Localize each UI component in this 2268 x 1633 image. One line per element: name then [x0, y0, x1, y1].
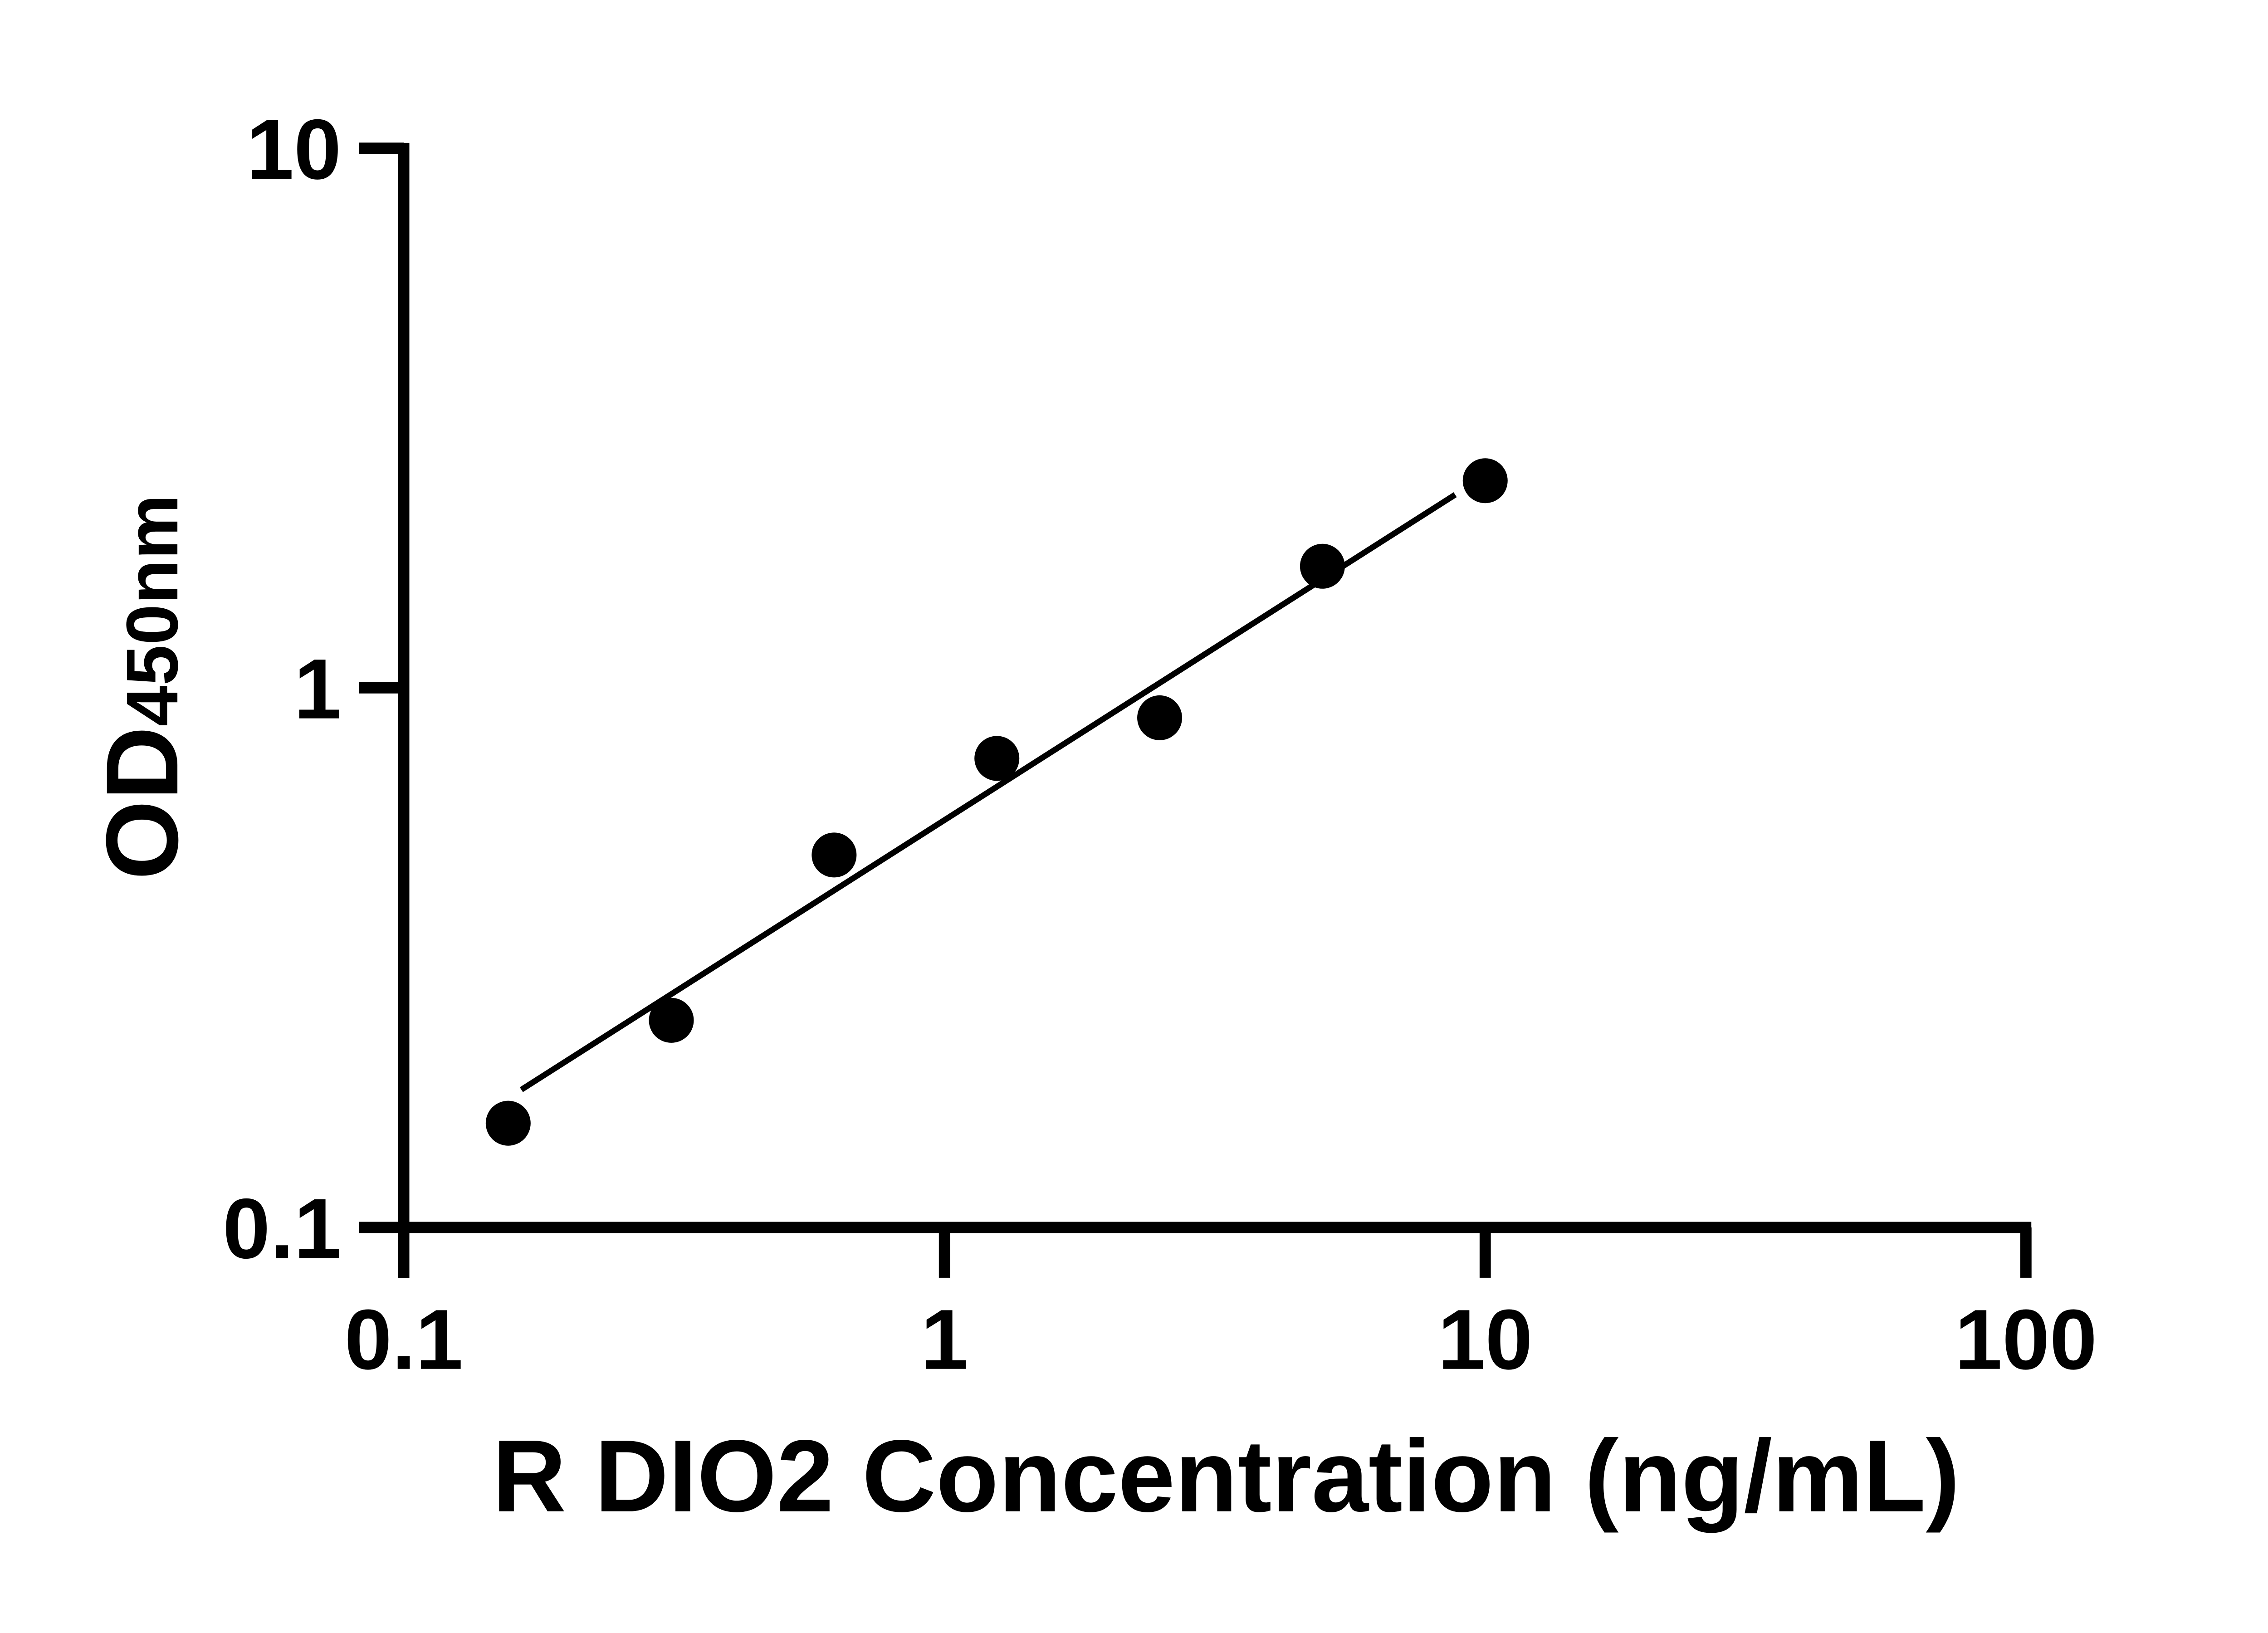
- data-point: [1462, 458, 1508, 504]
- y-axis-title-main: OD: [85, 726, 199, 880]
- y-axis-title: OD450nm: [85, 494, 199, 880]
- trend-line: [519, 492, 1457, 1092]
- x-axis-ticks: 0.1 1 10 100: [344, 1227, 2097, 1387]
- x-tick-label: 1: [921, 1292, 968, 1387]
- data-point: [811, 832, 857, 878]
- data-point: [1137, 695, 1183, 740]
- y-tick-label: 0.1: [223, 1181, 341, 1276]
- x-tick-label: 100: [1955, 1292, 2097, 1387]
- x-axis-title: R DIO2 Concentration (ng/mL): [492, 1419, 1960, 1533]
- y-axis-title-sub: 450nm: [112, 494, 193, 726]
- plot-area: 0.1 1 10 0.1 1 10 100: [223, 102, 2097, 1387]
- data-point: [974, 736, 1020, 781]
- x-tick-label: 0.1: [344, 1292, 463, 1387]
- y-tick-label: 10: [246, 102, 341, 197]
- data-point: [649, 997, 694, 1043]
- y-tick-label: 1: [294, 641, 342, 737]
- data-point: [1300, 543, 1345, 589]
- data-point: [485, 1100, 531, 1146]
- axes: [398, 142, 2032, 1278]
- data-points: [485, 458, 1508, 1146]
- y-axis-ticks: 0.1 1 10: [223, 102, 404, 1276]
- x-tick-label: 10: [1438, 1292, 1533, 1387]
